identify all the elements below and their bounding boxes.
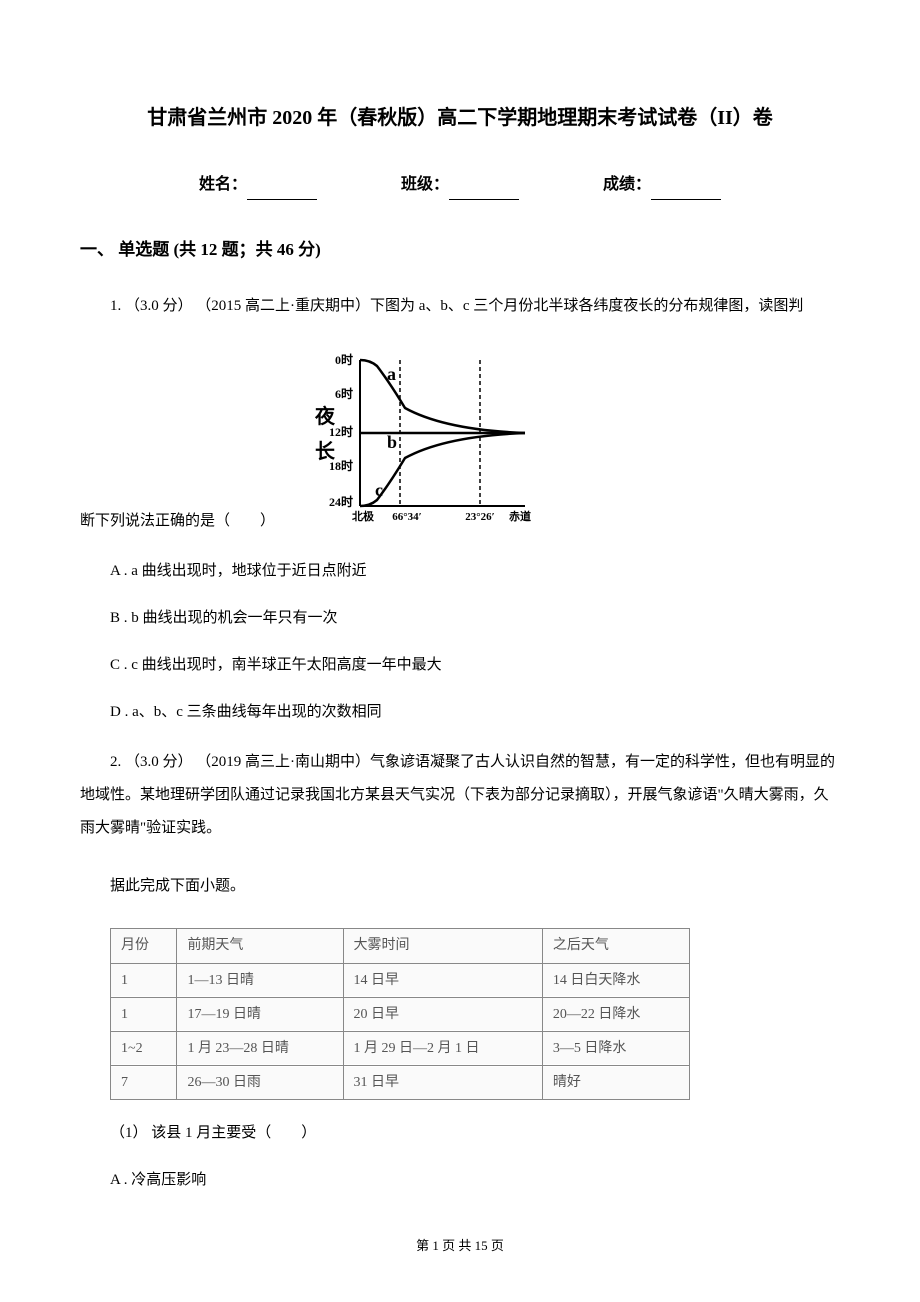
name-blank <box>247 180 317 200</box>
curve-c-label: c <box>375 480 383 500</box>
ytick-6: 6时 <box>335 386 353 401</box>
table-row: 7 26—30 日雨 31 日早 晴好 <box>111 1066 690 1100</box>
q1-chart: 0时 6时 12时 18时 24时 夜 长 a b <box>295 348 535 538</box>
cell: 晴好 <box>542 1066 689 1100</box>
cell: 1—13 日晴 <box>177 963 343 997</box>
q2-sub1: （1） 该县 1 月主要受（ ） <box>110 1120 840 1147</box>
cell: 14 日白天降水 <box>542 963 689 997</box>
q1-option-d: D . a、b、c 三条曲线每年出现的次数相同 <box>110 699 840 726</box>
cell: 31 日早 <box>343 1066 542 1100</box>
curve-c <box>360 433 525 506</box>
question-2: 2. （3.0 分） （2019 高三上·南山期中）气象谚语凝聚了古人认识自然的… <box>80 746 840 1194</box>
q1-text-line1: 1. （3.0 分） （2015 高二上·重庆期中）下图为 a、b、c 三个月份… <box>80 290 840 323</box>
curve-b-label: b <box>387 432 397 452</box>
curve-a <box>360 360 525 433</box>
cell: 26—30 日雨 <box>177 1066 343 1100</box>
cell: 20 日早 <box>343 997 542 1031</box>
cell: 1 月 23—28 日晴 <box>177 1031 343 1065</box>
cell: 3—5 日降水 <box>542 1031 689 1065</box>
cell: 1~2 <box>111 1031 177 1065</box>
q1-option-b: B . b 曲线出现的机会一年只有一次 <box>110 605 840 632</box>
score-blank <box>651 180 721 200</box>
q2-instruction: 据此完成下面小题。 <box>80 870 840 903</box>
ylabel-ye: 夜 <box>314 404 336 428</box>
cell: 14 日早 <box>343 963 542 997</box>
q2-sub1-option-a: A . 冷高压影响 <box>110 1167 840 1194</box>
table-row: 1 17—19 日晴 20 日早 20—22 日降水 <box>111 997 690 1031</box>
q2-table-wrap: 月份 前期天气 大雾时间 之后天气 1 1—13 日晴 14 日早 14 日白天… <box>110 928 840 1100</box>
score-field: 成绩： <box>603 171 721 200</box>
cell: 1 <box>111 997 177 1031</box>
class-field: 班级： <box>401 171 519 200</box>
xtick-eq: 赤道 <box>509 509 531 523</box>
ylabel-chang: 长 <box>315 440 336 463</box>
table-row: 1~2 1 月 23—28 日晴 1 月 29 日—2 月 1 日 3—5 日降… <box>111 1031 690 1065</box>
cell: 7 <box>111 1066 177 1100</box>
score-label: 成绩： <box>603 176 651 193</box>
name-field: 姓名： <box>199 171 317 200</box>
q2-table: 月份 前期天气 大雾时间 之后天气 1 1—13 日晴 14 日早 14 日白天… <box>110 928 690 1100</box>
xtick-pole: 北极 <box>352 509 375 523</box>
th-month: 月份 <box>111 929 177 963</box>
cell: 20—22 日降水 <box>542 997 689 1031</box>
form-row: 姓名： 班级： 成绩： <box>80 171 840 200</box>
q2-text: 2. （3.0 分） （2019 高三上·南山期中）气象谚语凝聚了古人认识自然的… <box>80 746 840 845</box>
table-row: 1 1—13 日晴 14 日早 14 日白天降水 <box>111 963 690 997</box>
cell: 17—19 日晴 <box>177 997 343 1031</box>
page-title: 甘肃省兰州市 2020 年（春秋版）高二下学期地理期末考试试卷（II）卷 <box>80 100 840 136</box>
question-1: 1. （3.0 分） （2015 高二上·重庆期中）下图为 a、b、c 三个月份… <box>80 290 840 726</box>
xtick-arctic: 66°34′ <box>392 511 422 523</box>
q1-option-a: A . a 曲线出现时，地球位于近日点附近 <box>110 558 840 585</box>
section-header: 一、 单选题 (共 12 题；共 46 分) <box>80 235 840 266</box>
page-footer: 第 1 页 共 15 页 <box>80 1234 840 1257</box>
cell: 1 <box>111 963 177 997</box>
th-before: 前期天气 <box>177 929 343 963</box>
class-label: 班级： <box>401 176 449 193</box>
ytick-24: 24时 <box>329 494 353 509</box>
ytick-0: 0时 <box>335 352 353 367</box>
q1-option-c: C . c 曲线出现时，南半球正午太阳高度一年中最大 <box>110 652 840 679</box>
class-blank <box>449 180 519 200</box>
table-header-row: 月份 前期天气 大雾时间 之后天气 <box>111 929 690 963</box>
cell: 1 月 29 日—2 月 1 日 <box>343 1031 542 1065</box>
th-fog: 大雾时间 <box>343 929 542 963</box>
xtick-tropic: 23°26′ <box>465 511 495 523</box>
curve-a-label: a <box>387 364 396 384</box>
q1-suffix: 断下列说法正确的是（ ） <box>80 505 275 538</box>
th-after: 之后天气 <box>542 929 689 963</box>
name-label: 姓名： <box>199 176 247 193</box>
